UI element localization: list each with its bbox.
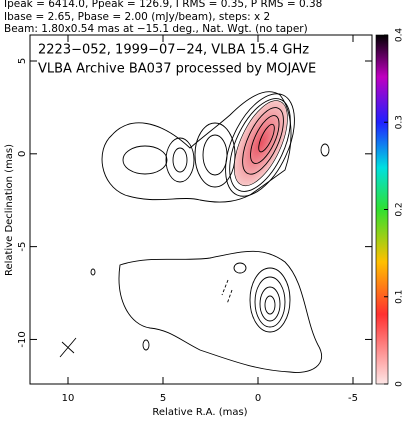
contours [59,91,330,373]
x-tick-label: -5 [348,393,358,404]
colorbar-tick-label: 0.4 [395,28,405,43]
y-tick-label: 5 [17,58,28,64]
header-line: Beam: 1.80x0.54 mas at −15.1 deg., Nat. … [4,23,308,35]
y-tick-label: 0 [17,151,28,157]
plot-title: 2223−052, 1999−07−24, VLBA 15.4 GHz [38,43,309,58]
colorbar-tick-label: 0.2 [395,202,405,216]
colorbar-tick-label: 0 [395,381,405,387]
y-axis-label: Relative Declination (mas) [4,144,15,276]
x-tick-label: 0 [255,393,261,404]
plot-title: VLBA Archive BA037 processed by MOJAVE [38,62,316,77]
x-axis-label: Relative R.A. (mas) [152,407,247,418]
colorbar-tick-label: 0.1 [395,290,405,304]
header-line: Ipeak = 6414.0, Ppeak = 126.9, I RMS = 0… [4,0,322,10]
colorbar-tick-label: 0.3 [395,115,405,129]
header-line: Ibase = 2.65, Pbase = 2.00 (mJy/beam), s… [4,11,270,23]
x-tick-label: 5 [160,393,166,404]
x-tick-label: 10 [62,393,75,404]
y-tick-label: -5 [17,242,28,252]
plot-frame [29,34,373,385]
y-tick-label: -10 [17,331,28,347]
